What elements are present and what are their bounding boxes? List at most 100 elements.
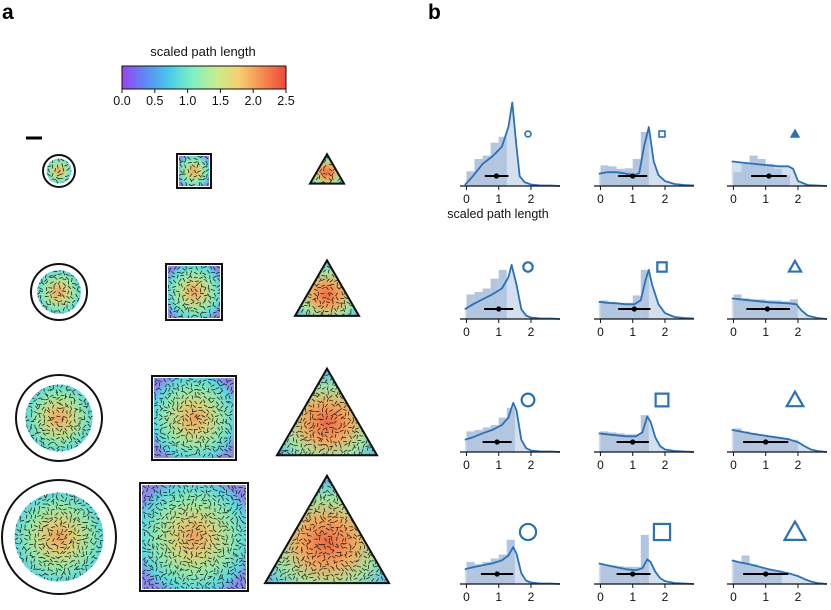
- dist-panel-circle-3: 0 1 2: [460, 392, 561, 472]
- x-tick-label: 1: [629, 192, 636, 206]
- colorbar-gradient: [121, 65, 287, 90]
- circle-marker-icon: [518, 522, 538, 542]
- x-tick-label: 1: [495, 192, 502, 206]
- x-tick-label: 1: [629, 590, 636, 604]
- density-area: [731, 161, 827, 186]
- x-tick-label: 2: [528, 590, 535, 604]
- x-tick-label: 2: [662, 590, 669, 604]
- x-tick-label: 0: [597, 325, 604, 339]
- density-area: [598, 127, 694, 186]
- mean-marker: [494, 571, 500, 577]
- colorbar-tick-label: 1.0: [179, 94, 196, 108]
- triangle-arena: [308, 152, 346, 185]
- x-tick-label: 0: [730, 458, 737, 472]
- mean-marker: [630, 439, 636, 445]
- x-tick-label: 1: [762, 325, 769, 339]
- square-marker-icon: [652, 522, 672, 542]
- triangle-outline: [263, 473, 391, 585]
- mean-marker: [763, 439, 769, 445]
- square-marker-icon: [658, 130, 666, 138]
- density-line: [464, 546, 561, 585]
- x-tick-label: 1: [762, 458, 769, 472]
- density-line: [464, 264, 561, 320]
- square-fill: [179, 156, 209, 186]
- x-tick-label: 2: [795, 325, 802, 339]
- density-line: [731, 297, 828, 320]
- mean-marker: [630, 571, 636, 577]
- density-line: [598, 126, 695, 187]
- x-tick-label: 0: [463, 192, 470, 206]
- triangle-outline: [275, 366, 379, 457]
- x-tick-label: 0: [730, 325, 737, 339]
- triangle-outline: [293, 258, 361, 317]
- colorbar-tick-label: 2.5: [277, 94, 294, 108]
- density-area: [464, 402, 560, 452]
- square-outline: [165, 263, 223, 321]
- square-outline: [176, 153, 212, 189]
- x-tick-label: 1: [762, 590, 769, 604]
- triangle-marker-icon: [789, 128, 801, 138]
- histogram-bar: [640, 534, 649, 584]
- panel-label-a: a: [2, 1, 14, 24]
- x-tick-label: 2: [662, 458, 669, 472]
- density-area: [598, 559, 694, 584]
- square-marker-icon: [656, 261, 668, 273]
- triangle-marker-icon: [787, 258, 803, 273]
- circle-arena: [15, 374, 103, 462]
- density-line: [598, 415, 695, 453]
- dist-panel-circle-4: 0 1 2: [460, 522, 561, 604]
- dist-panel-square-4: 0 1 2: [594, 522, 695, 604]
- x-tick-label: 1: [629, 325, 636, 339]
- x-tick-label: 0: [463, 458, 470, 472]
- density-line: [731, 160, 828, 187]
- dist-panel-circle-2: 0 1 2: [460, 261, 561, 339]
- dist-panel-triangle-1: 0 1 2: [727, 128, 828, 206]
- mean-marker: [766, 173, 772, 179]
- cell-orientation-marks: [154, 378, 234, 458]
- triangle-marker-icon: [784, 389, 806, 408]
- square-outline: [151, 375, 237, 461]
- square-marker-icon: [654, 392, 670, 408]
- dist-panel-square-2: 0 1 2: [594, 261, 695, 339]
- x-tick-label: 1: [495, 325, 502, 339]
- colorbar-tick-label: 0.5: [146, 94, 163, 108]
- x-tick-label: 1: [495, 458, 502, 472]
- square-arena: [165, 263, 223, 321]
- triangle-marker-icon: [782, 519, 808, 541]
- colorbar-tick-label: 1.5: [212, 94, 229, 108]
- circle-arena: [30, 263, 88, 321]
- histogram-bar: [632, 158, 641, 186]
- triangle-arena: [293, 258, 361, 317]
- circle-marker-icon: [524, 130, 532, 138]
- x-tick-label: 0: [597, 458, 604, 472]
- x-tick-label: 0: [463, 590, 470, 604]
- mean-marker: [494, 439, 500, 445]
- square-outline: [139, 482, 249, 592]
- density-line: [464, 101, 561, 187]
- x-tick-label: 2: [662, 325, 669, 339]
- mean-marker: [763, 571, 769, 577]
- colorbar-tick-label: 2.0: [245, 94, 262, 108]
- density-line: [598, 269, 695, 320]
- mean-marker: [630, 173, 636, 179]
- x-tick-label: 1: [762, 192, 769, 206]
- density-area: [598, 269, 694, 319]
- circle-outline: [1, 479, 117, 595]
- dist-panel-square-3: 0 1 2: [594, 392, 695, 472]
- x-tick-label: 2: [528, 458, 535, 472]
- panel-a-shapes: [1, 152, 391, 595]
- mean-marker: [493, 173, 500, 179]
- x-tick-label: 2: [795, 590, 802, 604]
- panel-label-b: b: [428, 1, 441, 24]
- density-line: [598, 558, 695, 585]
- density-area: [464, 264, 560, 319]
- mean-marker: [764, 306, 770, 312]
- density-line: [731, 559, 828, 585]
- x-tick-label: 0: [597, 192, 604, 206]
- dist-panel-triangle-2: 0 1 2: [727, 258, 828, 339]
- density-area: [598, 416, 694, 452]
- x-axis-label: scaled path length: [447, 207, 549, 221]
- circle-outline: [15, 374, 103, 462]
